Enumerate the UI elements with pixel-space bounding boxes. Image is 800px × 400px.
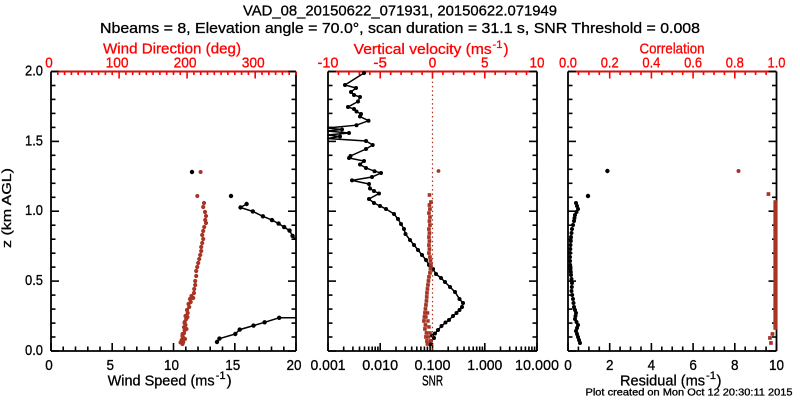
svg-text:2: 2	[606, 357, 614, 374]
svg-text:2.0: 2.0	[25, 63, 43, 80]
svg-text:0: 0	[564, 357, 572, 374]
svg-text:-5: -5	[373, 55, 387, 72]
svg-text:-1: -1	[216, 370, 226, 382]
svg-text:0.010: 0.010	[362, 357, 398, 374]
svg-text:4: 4	[648, 357, 656, 374]
svg-text:0.4: 0.4	[642, 55, 660, 72]
svg-text:Vertical velocity (ms: Vertical velocity (ms	[354, 41, 492, 58]
svg-text:8: 8	[731, 357, 739, 374]
svg-text:SNR: SNR	[422, 373, 443, 390]
svg-text:VAD_08_20150622_071931, 201506: VAD_08_20150622_071931, 20150622.071949	[243, 3, 557, 20]
svg-text:Correlation: Correlation	[640, 41, 705, 58]
svg-text:Wind Speed (ms: Wind Speed (ms	[108, 373, 215, 390]
svg-text:1.0: 1.0	[768, 55, 786, 72]
svg-text:10: 10	[769, 357, 784, 374]
svg-text:0.8: 0.8	[726, 55, 744, 72]
svg-text:): )	[504, 41, 509, 58]
svg-text:10: 10	[530, 55, 545, 72]
svg-text:0.2: 0.2	[601, 55, 619, 72]
svg-text:): )	[717, 373, 722, 390]
svg-text:10.000: 10.000	[515, 357, 559, 374]
svg-text:5: 5	[106, 357, 114, 374]
svg-text:0.100: 0.100	[415, 357, 451, 374]
svg-text:1.000: 1.000	[467, 357, 502, 374]
svg-text:Residual (ms: Residual (ms	[620, 373, 705, 390]
svg-text:20: 20	[287, 357, 302, 374]
svg-text:1.5: 1.5	[25, 132, 43, 149]
svg-text:0: 0	[45, 357, 53, 374]
svg-text:-1: -1	[493, 39, 503, 51]
svg-text:100: 100	[106, 55, 129, 72]
svg-text:Nbeams = 8, Elevation angle =: Nbeams = 8, Elevation angle = 70.0°, sca…	[100, 20, 700, 37]
svg-text:0: 0	[45, 55, 53, 72]
svg-text:0.0: 0.0	[25, 342, 43, 359]
svg-text:0.6: 0.6	[684, 55, 702, 72]
svg-text:0.0: 0.0	[559, 55, 577, 72]
svg-text:Plot created on Mon Oct 12 20:: Plot created on Mon Oct 12 20:30:11 2015	[586, 388, 793, 399]
svg-text:-1: -1	[706, 370, 716, 382]
svg-text:0.001: 0.001	[311, 357, 346, 374]
svg-text:5: 5	[481, 55, 489, 72]
svg-text:200: 200	[174, 55, 197, 72]
svg-text:Wind Direction (deg): Wind Direction (deg)	[103, 41, 241, 58]
svg-text:-10: -10	[318, 55, 339, 72]
svg-text:6: 6	[689, 357, 697, 374]
svg-text:10: 10	[164, 357, 179, 374]
svg-text:0.5: 0.5	[25, 272, 43, 289]
svg-text:0: 0	[429, 55, 437, 72]
svg-text:1.0: 1.0	[25, 202, 43, 219]
svg-text:z (km AGL): z (km AGL)	[0, 168, 14, 248]
svg-text:15: 15	[225, 357, 240, 374]
svg-text:): )	[227, 373, 232, 390]
svg-text:300: 300	[242, 55, 265, 72]
